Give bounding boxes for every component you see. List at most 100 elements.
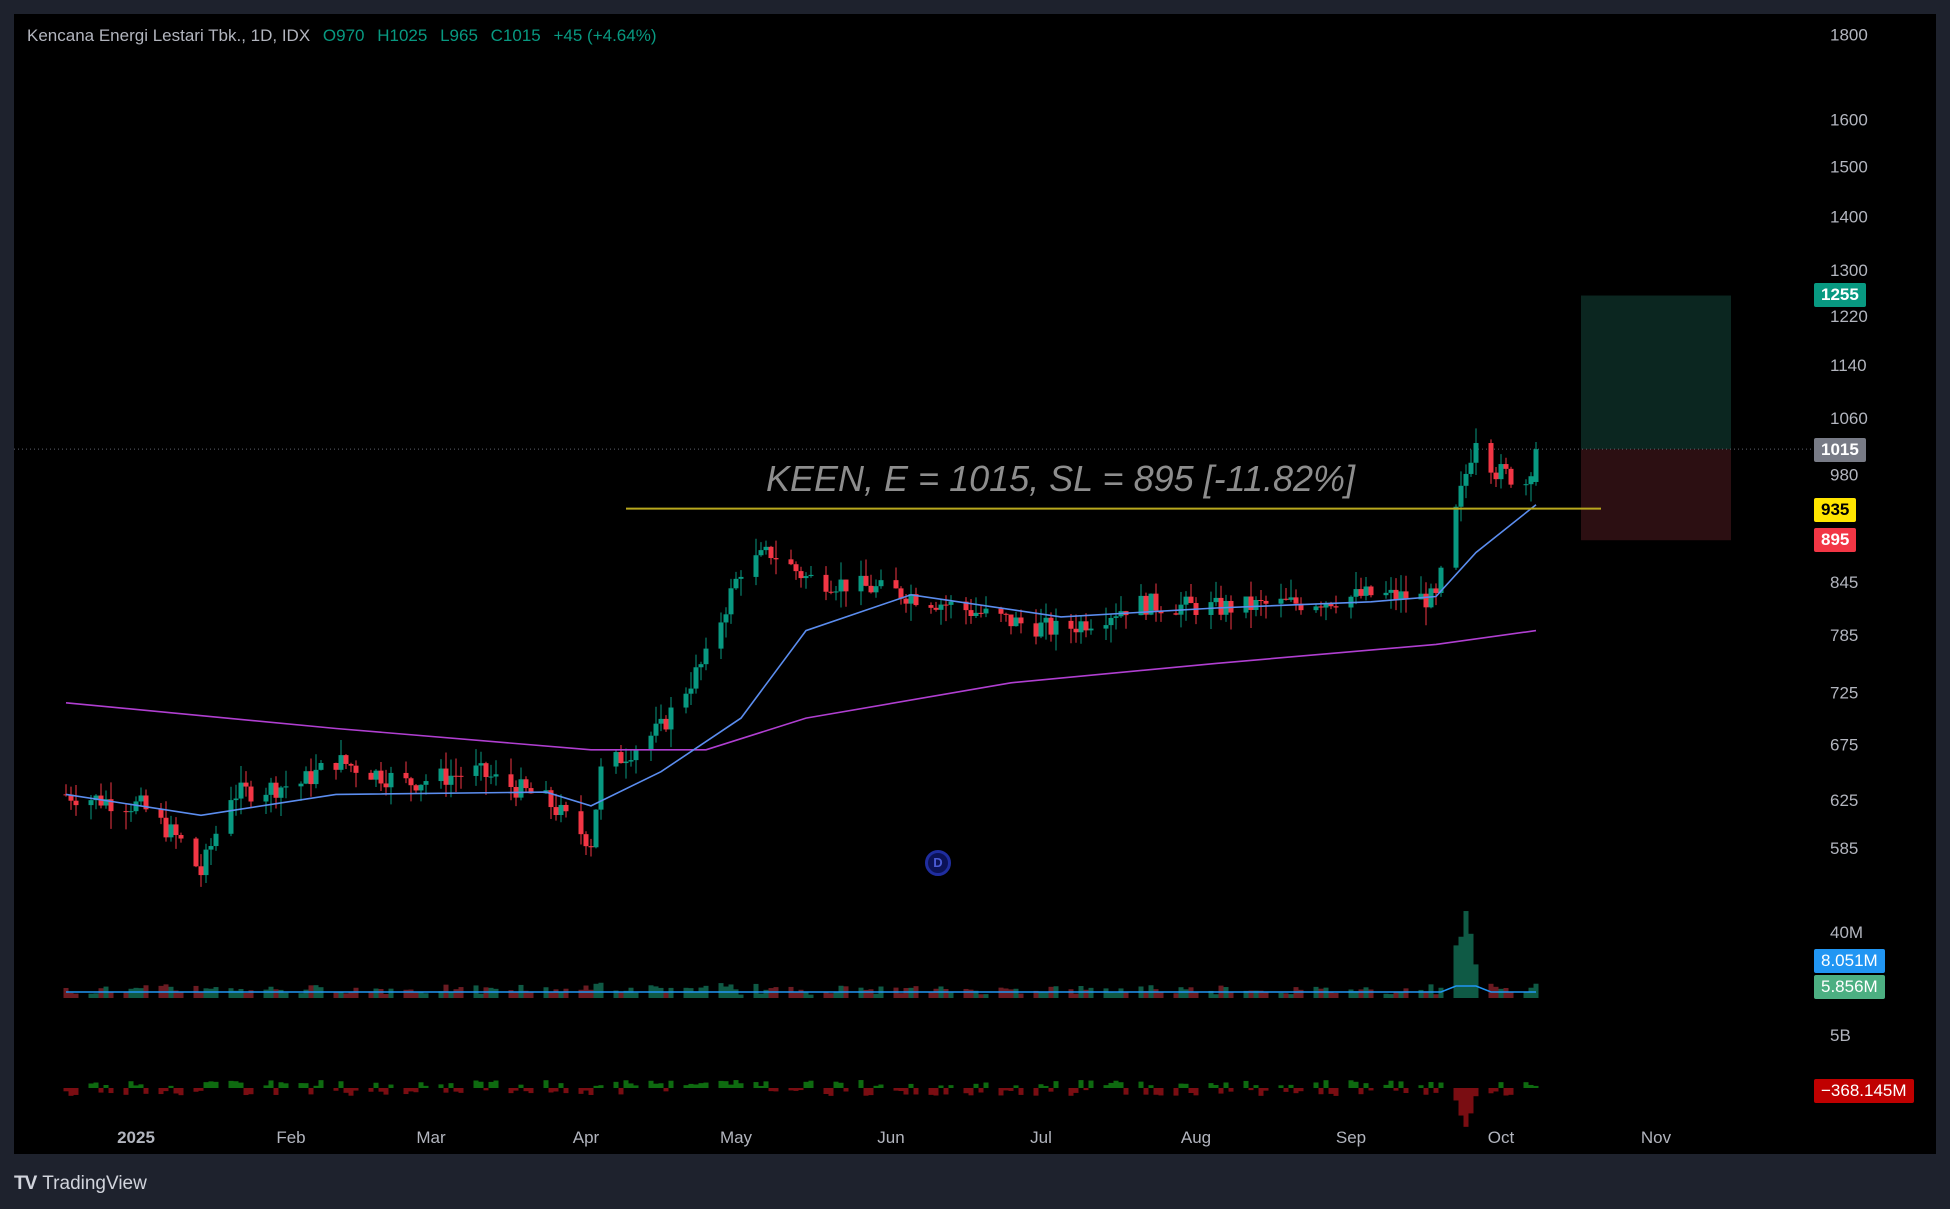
- candle-body: [278, 787, 284, 798]
- volume-bar: [378, 988, 384, 998]
- net-flow-bar: [983, 1082, 989, 1088]
- volume-bar: [1498, 988, 1504, 998]
- volume-bar: [263, 989, 269, 998]
- volume-bar: [493, 988, 499, 998]
- candle-body: [168, 824, 174, 838]
- net-flow-bar: [98, 1088, 104, 1093]
- candle-body: [473, 765, 479, 776]
- volume-bar: [243, 992, 249, 998]
- net-flow-bar: [658, 1083, 664, 1088]
- net-flow-bar: [1298, 1088, 1304, 1092]
- candle-body: [373, 770, 379, 780]
- candle-body: [868, 585, 874, 593]
- net-flow-bar: [998, 1088, 1004, 1096]
- net-flow-bar: [1263, 1088, 1269, 1091]
- volume-bar: [438, 991, 444, 998]
- candle-body: [1243, 596, 1249, 613]
- tradingview-brand[interactable]: TV TradingView: [14, 1170, 147, 1198]
- candle-body: [1333, 606, 1339, 608]
- candle-body: [1318, 606, 1324, 608]
- net-flow-bar: [408, 1088, 414, 1092]
- volume-bar: [1468, 933, 1474, 998]
- volume-bar: [1288, 994, 1294, 998]
- net-flow-bar: [353, 1088, 359, 1091]
- volume-bar: [943, 989, 949, 998]
- volume-bar: [1323, 987, 1329, 998]
- chart-panel[interactable]: 1800 1600 1500 1400 1300 1220 1140 1060 980 845 78…: [14, 14, 1936, 1154]
- volume-bar: [973, 990, 979, 998]
- candle-body: [1368, 586, 1374, 596]
- stop-loss-price-tag: 895: [1814, 528, 1857, 552]
- volume-bar: [1403, 988, 1409, 998]
- trade-annotation[interactable]: KEEN, E = 1015, SL = 895 [-11.82%]: [766, 458, 1356, 499]
- net-flow-bar: [343, 1088, 349, 1093]
- candle-body: [1258, 600, 1264, 602]
- volume-bar: [73, 993, 79, 998]
- net-flow-bar: [1508, 1088, 1514, 1095]
- volume-bar: [88, 993, 94, 998]
- net-flow-bar: [793, 1088, 799, 1091]
- price-chart[interactable]: 1800 1600 1500 1400 1300 1220 1140 1060 980 845 78…: [14, 14, 1936, 1154]
- net-flow-bar: [593, 1085, 599, 1088]
- candle-body: [413, 785, 419, 791]
- candle-body: [1433, 588, 1439, 593]
- volume-bar: [933, 988, 939, 998]
- volume-bar: [338, 992, 344, 998]
- net-flow-bar: [1123, 1088, 1129, 1095]
- net-flow-bar: [1293, 1088, 1299, 1094]
- dividend-marker-icon[interactable]: D: [925, 850, 951, 876]
- candle-body: [1283, 598, 1289, 600]
- net-flow-bar: [1018, 1088, 1024, 1095]
- net-flow-bar: [1528, 1084, 1534, 1088]
- candle-body: [698, 664, 704, 668]
- net-flow-bar: [1328, 1088, 1334, 1094]
- volume-bar: [803, 991, 809, 998]
- volume-bar: [793, 992, 799, 998]
- net-flow-bar: [1103, 1085, 1109, 1088]
- candle-body: [1218, 597, 1224, 615]
- candle-body: [1353, 589, 1359, 597]
- volume-bar: [693, 991, 699, 998]
- net-flow-bar: [458, 1088, 464, 1093]
- candle-body: [623, 761, 629, 764]
- volume-bar: [298, 993, 304, 998]
- net-flow-bar: [718, 1080, 724, 1088]
- net-flow-bar: [1318, 1088, 1324, 1095]
- net-flow-bar: [798, 1088, 804, 1091]
- candle-body: [668, 707, 674, 730]
- candle-body: [1528, 476, 1534, 485]
- volume-bar: [1173, 993, 1179, 998]
- candle-body: [1263, 600, 1269, 604]
- volume-bar: [348, 992, 354, 998]
- net-flow-bar: [518, 1084, 524, 1088]
- net-flow-bar: [273, 1088, 279, 1095]
- volume-bar: [668, 987, 674, 998]
- net-flow-bar: [163, 1088, 169, 1092]
- net-flow-bar: [1353, 1081, 1359, 1088]
- volume-bar: [893, 987, 899, 998]
- net-flow-bar: [543, 1080, 549, 1088]
- net-flow-bar: [868, 1088, 874, 1096]
- y-tick-label: 1600: [1830, 111, 1868, 130]
- volume-bar: [593, 983, 599, 998]
- candle-body: [1383, 592, 1389, 596]
- volume-bar: [598, 982, 604, 998]
- volume-bar: [388, 988, 394, 998]
- y-tick-label: 1300: [1830, 261, 1868, 280]
- candle-body: [1453, 506, 1459, 568]
- candle-body: [1148, 593, 1154, 615]
- candle-body: [138, 795, 144, 802]
- volume-bar: [198, 992, 204, 998]
- net-flow-bar: [548, 1088, 554, 1093]
- net-flow-bar: [438, 1084, 444, 1088]
- candle-body: [1388, 589, 1394, 593]
- net-flow-bar: [588, 1088, 594, 1095]
- net-flow-bar: [68, 1088, 74, 1096]
- net-flow-bar: [1048, 1088, 1054, 1092]
- volume-bar: [1353, 991, 1359, 998]
- volume-bar: [373, 988, 379, 998]
- volume-bar: [1258, 990, 1264, 998]
- symbol-label[interactable]: Kencana Energi Lestari Tbk., 1D, IDX: [27, 26, 311, 45]
- net-flow-bar: [1438, 1082, 1444, 1088]
- volume-bar: [1438, 987, 1444, 998]
